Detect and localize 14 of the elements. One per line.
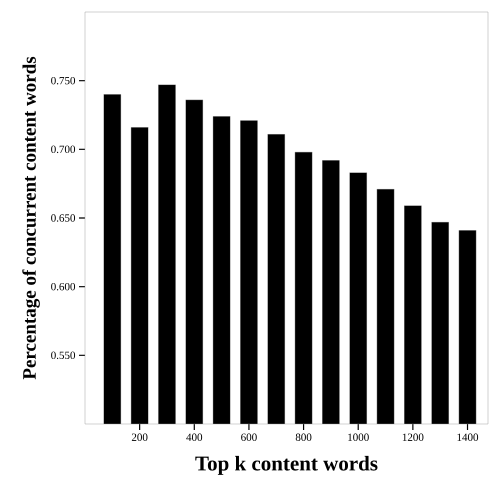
y-tick-label: 0.750	[51, 76, 76, 84]
x-tick-label: 1000	[348, 434, 369, 441]
y-tick-label: 0.600	[51, 282, 76, 290]
y-tick-label: 0.550	[51, 352, 76, 360]
x-tick-label: 1400	[457, 434, 478, 441]
y-tick-label: 0.700	[51, 146, 76, 154]
x-tick-label: 600	[241, 434, 257, 441]
x-tick-label: 400	[186, 434, 202, 441]
y-tick-label: 0.650	[51, 214, 76, 222]
x-tick-label: 800	[296, 434, 312, 441]
x-axis-title: Top k content words	[195, 456, 378, 475]
x-tick-label: 1200	[402, 434, 424, 441]
y-axis-title: Percentage of concurrent content words	[22, 56, 40, 380]
x-tick-label: 200	[132, 434, 148, 441]
